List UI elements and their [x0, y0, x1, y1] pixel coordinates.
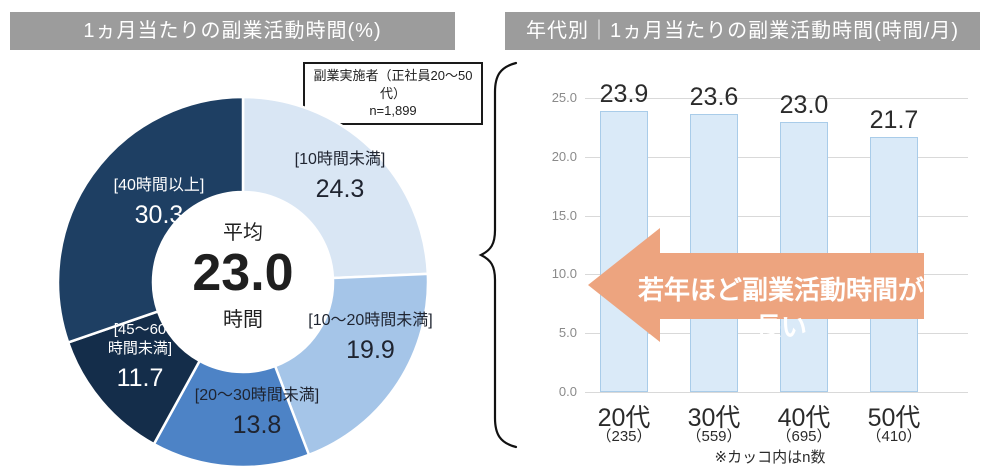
- gridline-0.0: [585, 392, 968, 393]
- donut-segment-2: [152, 359, 311, 469]
- donut-segment-0: [241, 95, 430, 280]
- donut-label-over40: [40時間以上] 30.3: [113, 177, 205, 229]
- y-tick-label: 0.0: [558, 384, 577, 399]
- x-axis-n-label: （410）: [866, 428, 922, 445]
- sample-note-box: 副業実施者（正社員20～50代） n=1,899: [303, 62, 483, 125]
- donut-chart: [56, 95, 430, 469]
- donut-segment-4: [56, 95, 245, 345]
- left-panel-title: 1ヵ月当たりの副業活動時間(%): [10, 12, 455, 50]
- x-axis-label: 50代: [867, 404, 921, 432]
- bar-value-label: 21.7: [869, 105, 919, 134]
- y-tick-label: 15.0: [551, 207, 577, 223]
- x-axis-label: 30代: [687, 404, 741, 432]
- donut-segment-1: [273, 272, 430, 457]
- x-axis-n-label: （695）: [776, 428, 832, 445]
- y-tick-label: 5.0: [558, 325, 577, 341]
- sample-note-line2: n=1,899: [369, 103, 417, 119]
- x-axis-label: 40代: [777, 404, 831, 432]
- gridline-25.0: [585, 98, 968, 99]
- x-axis-n-label: （559）: [686, 428, 742, 445]
- donut-label-20to30: [20～30時間未満] 13.8: [194, 387, 320, 439]
- gridline-15.0: [585, 215, 968, 217]
- donut-label-10to20: [10～20時間未満] 19.9: [308, 312, 433, 364]
- arrow-annotation-text: 若年ほど副業活動時間が長い: [637, 275, 924, 342]
- bar-value-label: 23.0: [779, 90, 829, 119]
- y-tick-label: 10.0: [551, 266, 577, 282]
- donut-label-45to60: [45～60 時間未満] 11.7: [107, 321, 173, 392]
- bar-value-label: 23.6: [689, 83, 739, 112]
- right-panel-title: 年代別｜1ヵ月当たりの副業活動時間(時間/月): [505, 12, 980, 50]
- curly-brace: [478, 61, 518, 449]
- gridline-20.0: [585, 156, 968, 158]
- chart-footnote: ※カッコ内はn数: [714, 449, 826, 466]
- donut-label-under10: [10時間未満] 24.3: [294, 151, 386, 203]
- y-tick-label: 20.0: [551, 148, 577, 164]
- donut-center-annotation: 平均 23.0 時間: [192, 222, 294, 331]
- x-axis-n-label: （235）: [596, 428, 652, 445]
- sample-note-line1: 副業実施者（正社員20～50代）: [313, 68, 473, 101]
- y-tick-label: 25.0: [551, 90, 577, 105]
- trend-arrow-icon: [588, 228, 924, 342]
- bar-value-label: 23.9: [599, 79, 649, 108]
- gridline-5.0: [585, 333, 968, 335]
- x-axis-label: 20代: [597, 404, 651, 432]
